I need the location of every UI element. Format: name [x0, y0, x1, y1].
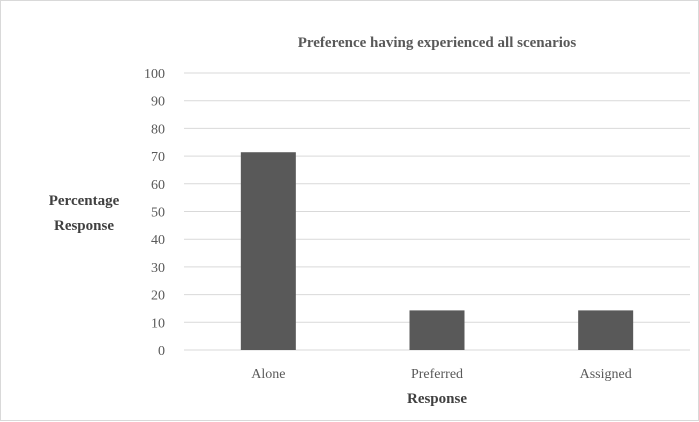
chart-title: Preference having experienced all scenar…	[298, 35, 577, 51]
y-tick-label: 100	[144, 67, 165, 82]
x-tick-labels: Alone Preferred Assigned	[251, 367, 632, 382]
y-tick-label: 60	[151, 178, 165, 193]
x-axis-label: Response	[407, 391, 467, 407]
bar-preferred	[409, 310, 465, 350]
y-tick-label: 30	[151, 261, 165, 276]
x-tick-label-assigned: Assigned	[580, 367, 632, 382]
bar-assigned	[578, 310, 634, 350]
y-axis-label-line-1: Percentage	[49, 193, 120, 209]
y-tick-label: 10	[151, 316, 165, 331]
y-tick-label: 40	[151, 233, 165, 248]
x-tick-label-alone: Alone	[251, 367, 285, 382]
y-tick-label: 70	[151, 150, 165, 165]
y-axis-label-line-2: Response	[54, 218, 114, 234]
y-tick-label: 0	[158, 344, 165, 359]
y-tick-label: 20	[151, 289, 165, 304]
y-tick-label: 50	[151, 206, 165, 221]
y-tick-label: 80	[151, 122, 165, 137]
bar-alone	[240, 152, 296, 350]
y-tick-labels: 0 10 20 30 40 50 60 70 80 90 100	[144, 67, 165, 359]
bars	[240, 152, 634, 350]
x-tick-label-preferred: Preferred	[411, 367, 463, 382]
y-tick-label: 90	[151, 95, 165, 110]
